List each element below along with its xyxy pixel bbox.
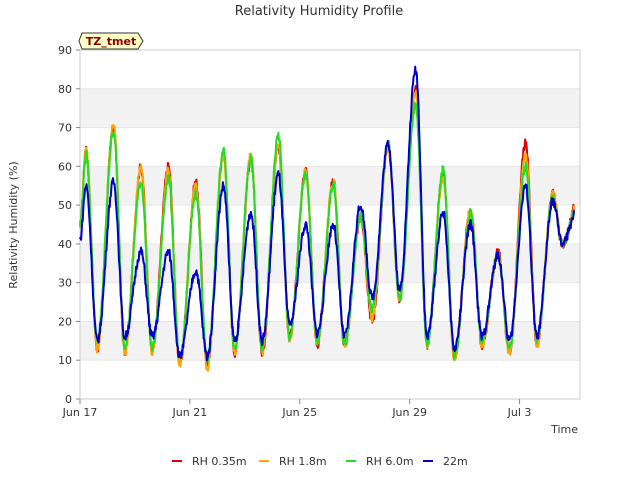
legend-label: 22m <box>443 455 468 468</box>
grid-band <box>80 360 580 399</box>
y-tick-label: 40 <box>58 238 72 251</box>
legend-label: RH 1.8m <box>279 455 327 468</box>
y-tick-label: 0 <box>65 393 72 406</box>
grid-band <box>80 50 580 89</box>
grid-band <box>80 243 580 283</box>
y-tick-label: 30 <box>58 277 72 290</box>
x-axis-label: Time <box>550 423 578 436</box>
y-tick-label: 20 <box>58 315 72 328</box>
x-tick-label: Jun 17 <box>62 406 98 419</box>
badge-label: TZ_tmet <box>86 35 136 48</box>
y-tick-label: 60 <box>58 160 72 173</box>
grid-band <box>80 282 580 322</box>
legend: RH 0.35m RH 1.8m RH 6.0m 22m <box>172 455 468 468</box>
x-axis: Jun 17 Jun 21 Jun 25 Jun 29 Jul 3 <box>62 399 532 419</box>
y-tick-label: 80 <box>58 83 72 96</box>
station-badge: TZ_tmet <box>78 32 144 50</box>
x-tick-label: Jun 29 <box>391 406 427 419</box>
legend-label: RH 0.35m <box>192 455 247 468</box>
y-tick-label: 90 <box>58 44 72 57</box>
y-tick-label: 50 <box>58 199 72 212</box>
y-tick-label: 10 <box>58 354 72 367</box>
grid-band <box>80 127 580 167</box>
badge-shape <box>78 32 144 50</box>
grid-band <box>80 88 580 128</box>
grid-band <box>80 321 580 361</box>
legend-label: RH 6.0m <box>366 455 414 468</box>
x-tick-label: Jun 21 <box>172 406 208 419</box>
chart-title: Relativity Humidity Profile <box>235 4 403 19</box>
series-layer <box>79 65 575 372</box>
series-line-4 <box>79 65 575 362</box>
y-axis-label: Relativity Humidity (%) <box>7 161 20 288</box>
x-tick-label: Jun 25 <box>281 406 317 419</box>
x-tick-label: Jul 3 <box>507 406 532 419</box>
y-tick-label: 70 <box>58 122 72 135</box>
y-axis: 0 10 20 30 40 50 60 70 80 90 <box>58 44 80 406</box>
